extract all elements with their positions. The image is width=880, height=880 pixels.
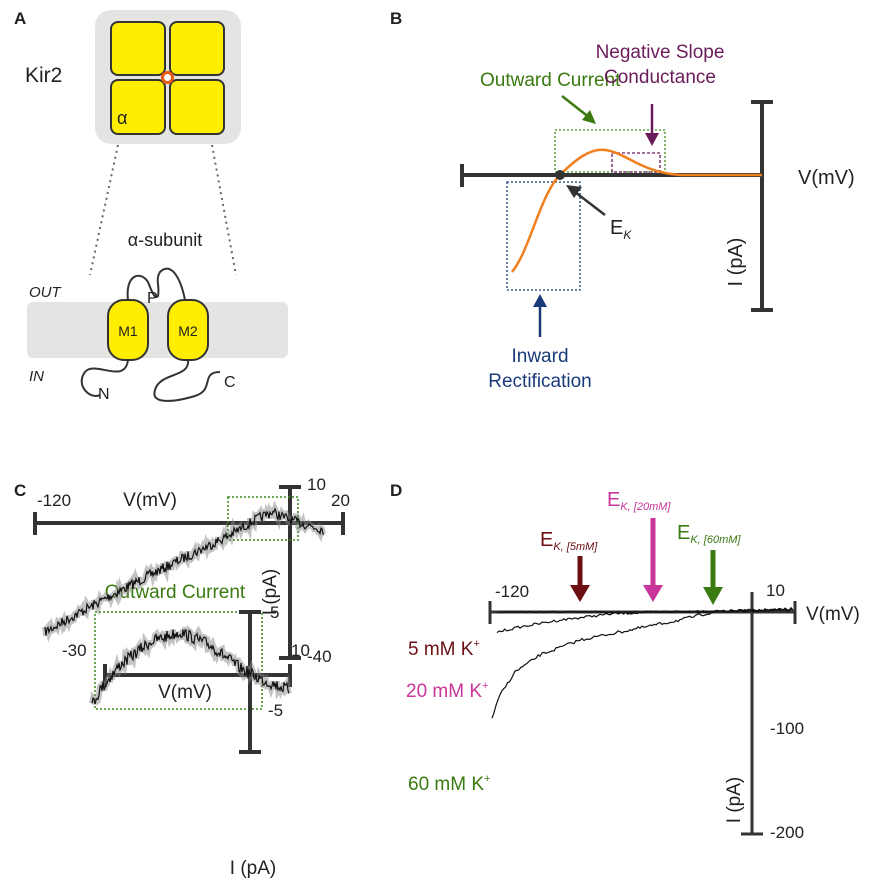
x-axis-label: V(mV) [806,604,860,625]
n-label: N [98,386,110,403]
trace-text: 5 mM K [408,639,474,660]
alpha-label: α [117,108,127,128]
inward-label: Inward [511,346,568,367]
figure: A Kir2 α α-subunit OUT IN M1 M2 P N C B … [0,0,880,880]
inward-box [507,182,580,290]
trace-sup: + [482,680,488,692]
arrowhead [570,585,590,602]
current-trace [45,509,324,636]
arrowhead [643,585,663,602]
nsc-label: Conductance [604,67,716,88]
trace-label: 60 mM K+ [408,773,490,795]
arrow [575,192,605,215]
m2-label: M2 [178,323,198,339]
tick-label: -120 [495,582,529,601]
ek-sub: K, [60mM] [690,534,741,546]
panel-label: C [14,481,26,500]
ek-label: EK, [60mM] [677,522,741,546]
trace-label: 20 mM K+ [406,680,488,702]
ek-label: EK, [20mM] [607,489,671,513]
tick-label: 20 [331,491,350,510]
ek-sub: K [623,228,632,242]
zoom-lines [90,145,236,275]
ek-main: E [540,529,553,551]
ek-main: E [607,489,620,511]
arrowhead [533,294,547,307]
trace-sup: + [484,773,490,785]
ek-sub: K, [20mM] [620,501,671,513]
panel-label: A [14,9,26,28]
y-axis-label: I (pA) [724,777,745,823]
trace-text: 60 mM K [408,774,484,795]
tick-label: -30 [62,641,87,660]
pore [163,73,173,83]
ek-label: EK [610,217,632,242]
nsc-label: Negative Slope [596,42,725,63]
ek-label: EK, [5mM] [540,529,598,553]
arrowhead [645,133,659,146]
m1-label: M1 [118,323,138,339]
y-axis-label: I (pA) [725,238,747,287]
outward-label: Outward Current [480,70,621,91]
c-terminus [154,360,220,401]
ek-main: E [610,217,623,239]
arrow [562,96,590,118]
trace-text: 20 mM K [406,681,482,702]
membrane [27,302,288,358]
tick-label: 5 [270,603,279,622]
trace-label: 5 mM K+ [408,638,480,660]
subunit-title: α-subunit [128,230,202,250]
tick-label: -100 [770,719,804,738]
in-label: IN [29,368,44,385]
ek-sub: K, [5mM] [553,541,598,553]
tick-label: -5 [268,701,283,720]
tick-label: 10 [307,475,326,494]
tick-label: 10 [291,641,310,660]
trace-sup: + [473,638,479,650]
x-axis-label: V(mV) [158,682,212,703]
arrowhead [703,587,723,605]
out-label: OUT [29,284,63,301]
tick-label: 10 [766,581,785,600]
ek-point [555,170,565,180]
tick-label: -120 [37,491,71,510]
axes [490,592,795,834]
y-axis-label: I (pA) [230,858,276,879]
panel-label: B [390,9,402,28]
panel-label: D [390,481,402,500]
x-axis-label: V(mV) [123,490,177,511]
p-label: P [147,290,158,307]
tick-label: -200 [770,823,804,842]
x-axis-label: V(mV) [798,167,855,189]
ek-main: E [677,522,690,544]
c-label: C [224,374,236,391]
inward-label: Rectification [488,371,592,392]
tick-label: -40 [307,647,332,666]
channel-name: Kir2 [25,64,62,87]
